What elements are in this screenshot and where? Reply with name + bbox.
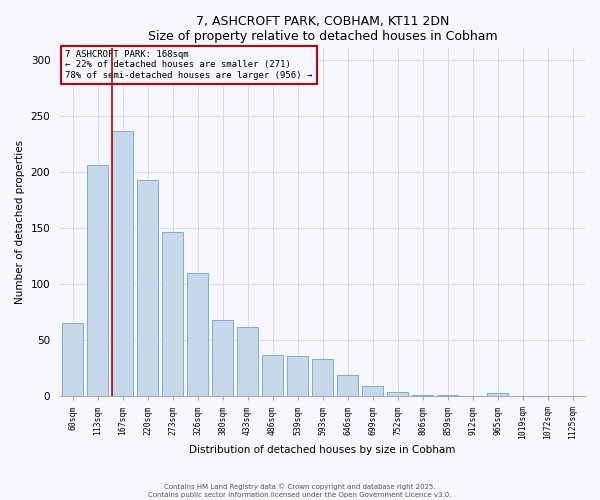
Bar: [262, 355, 283, 397]
Bar: [337, 375, 358, 396]
Y-axis label: Number of detached properties: Number of detached properties: [15, 140, 25, 304]
X-axis label: Distribution of detached houses by size in Cobham: Distribution of detached houses by size …: [190, 445, 456, 455]
Bar: [362, 386, 383, 396]
Bar: [287, 356, 308, 397]
Bar: [237, 326, 258, 396]
Text: Contains HM Land Registry data © Crown copyright and database right 2025.
Contai: Contains HM Land Registry data © Crown c…: [148, 484, 452, 498]
Bar: [87, 165, 108, 396]
Bar: [62, 324, 83, 396]
Bar: [412, 395, 433, 396]
Title: 7, ASHCROFT PARK, COBHAM, KT11 2DN
Size of property relative to detached houses : 7, ASHCROFT PARK, COBHAM, KT11 2DN Size …: [148, 15, 497, 43]
Bar: [187, 273, 208, 396]
Bar: [312, 360, 333, 397]
Bar: [112, 132, 133, 396]
Bar: [137, 180, 158, 396]
Bar: [387, 392, 408, 396]
Bar: [487, 393, 508, 396]
Bar: [212, 320, 233, 396]
Text: 7 ASHCROFT PARK: 168sqm
← 22% of detached houses are smaller (271)
78% of semi-d: 7 ASHCROFT PARK: 168sqm ← 22% of detache…: [65, 50, 313, 80]
Bar: [437, 395, 458, 396]
Bar: [162, 232, 183, 396]
